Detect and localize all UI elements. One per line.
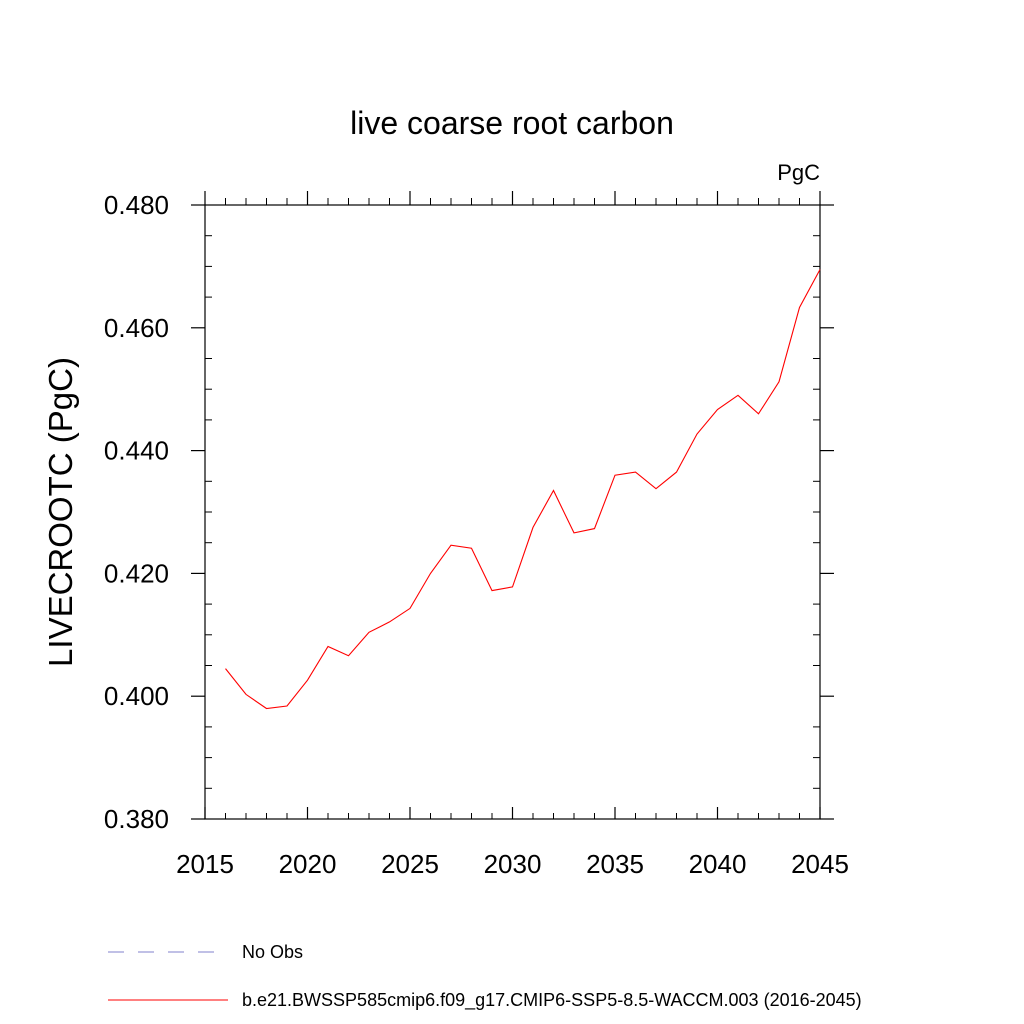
y-tick-label: 0.400 [104, 681, 169, 711]
x-tick-label: 2040 [689, 849, 747, 879]
series-layer [225, 269, 821, 710]
x-tick-label: 2015 [176, 849, 234, 879]
x-tick-label: 2035 [586, 849, 644, 879]
x-tick-label: 2030 [484, 849, 542, 879]
series-line [225, 269, 821, 710]
legend-label: No Obs [242, 942, 303, 962]
legend: No Obs b.e21.BWSSP585cmip6.f09_g17.CMIP6-… [108, 942, 862, 1011]
unit-label: PgC [777, 160, 820, 185]
y-tick-label: 0.460 [104, 313, 169, 343]
axis-ticks [191, 191, 834, 820]
plot-frame [204, 204, 821, 820]
chart-title: live coarse root carbon [350, 105, 674, 141]
x-tick-labels: 2015 2020 2025 2030 2035 2040 2045 [176, 849, 849, 879]
x-tick-label: 2025 [381, 849, 439, 879]
y-tick-label: 0.380 [104, 804, 169, 834]
y-tick-label: 0.440 [104, 436, 169, 466]
y-axis-label: LIVECROOTC (PgC) [42, 357, 79, 667]
y-tick-label: 0.420 [104, 558, 169, 588]
x-tick-label: 2020 [279, 849, 337, 879]
legend-label: b.e21.BWSSP585cmip6.f09_g17.CMIP6-SSP5-8… [242, 990, 862, 1011]
y-tick-labels: 0.380 0.400 0.420 0.440 0.460 0.480 [104, 190, 169, 834]
x-tick-label: 2045 [791, 849, 849, 879]
y-tick-label: 0.480 [104, 190, 169, 220]
